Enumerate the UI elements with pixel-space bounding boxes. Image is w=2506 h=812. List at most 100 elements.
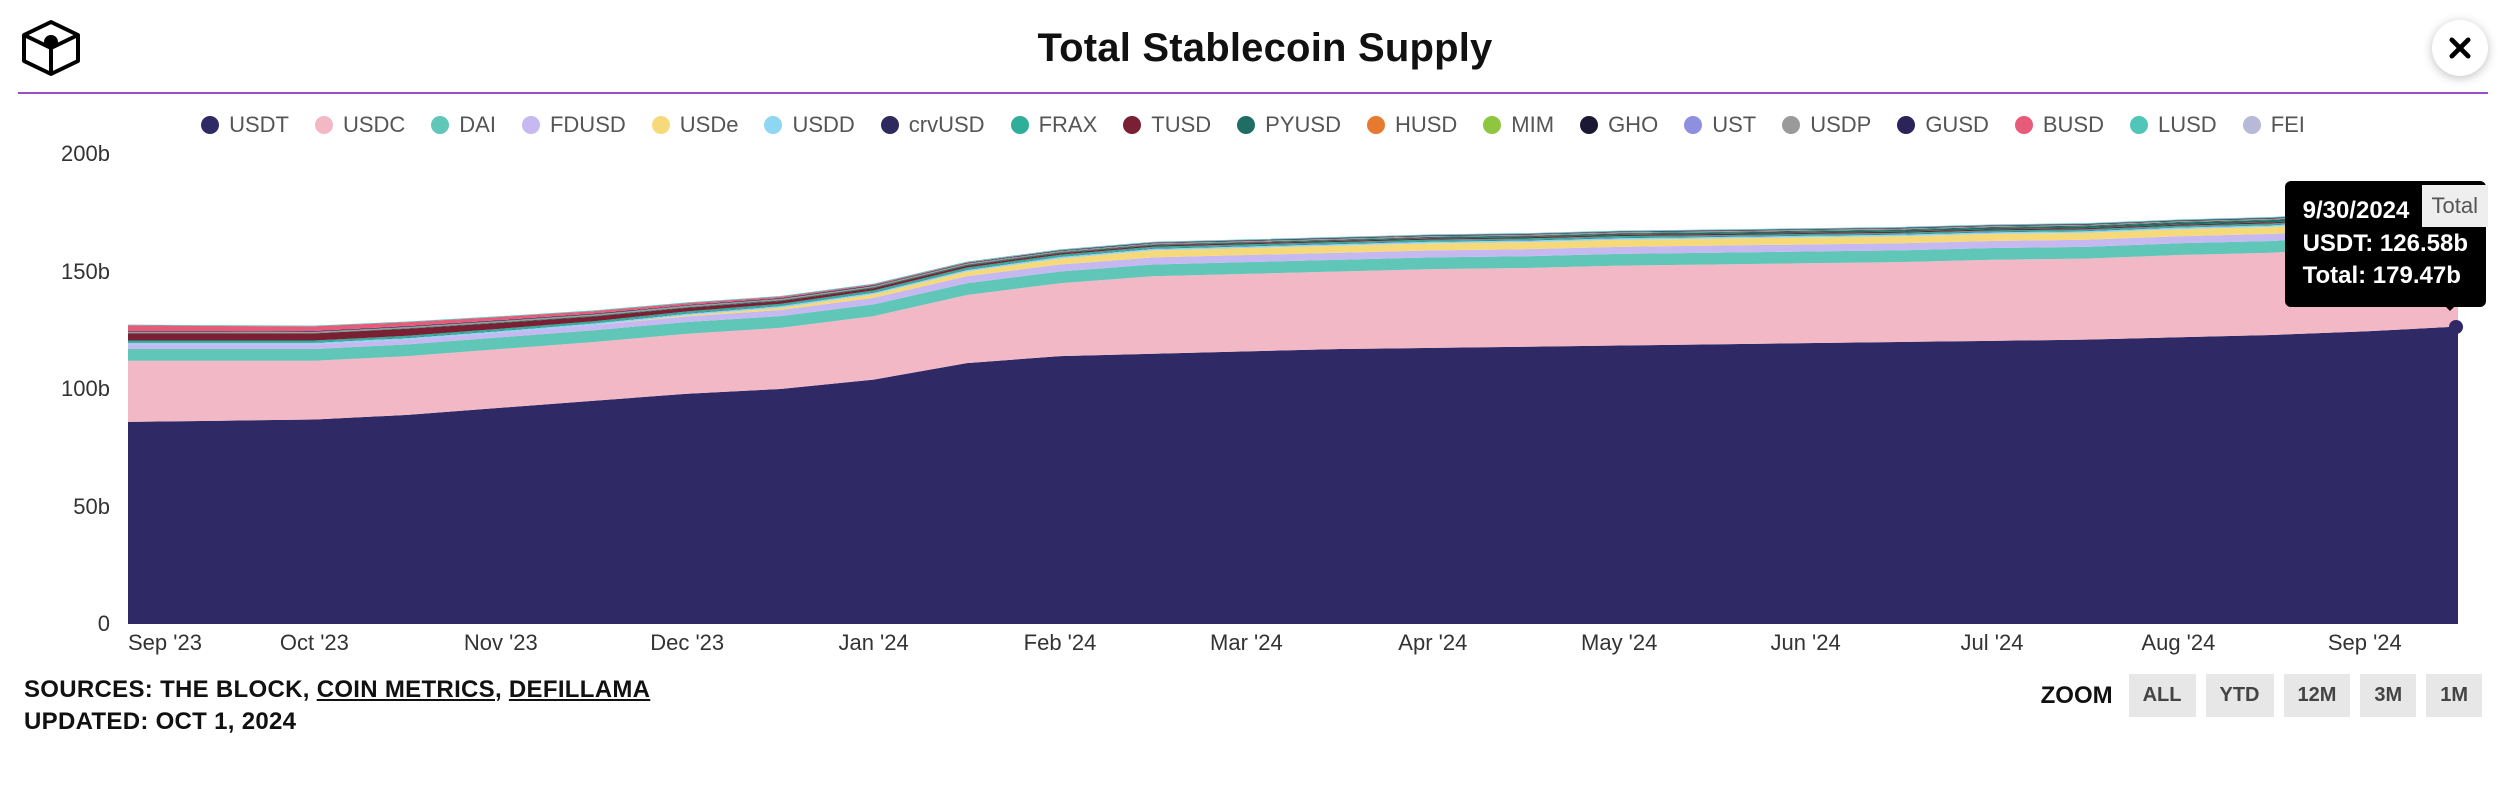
hover-marker (2449, 320, 2463, 334)
legend-item-usde[interactable]: USDe (652, 112, 739, 138)
series-side-label: Total (2422, 185, 2488, 227)
x-tick: Oct '23 (280, 630, 349, 656)
legend-label: DAI (459, 112, 496, 138)
legend-label: crvUSD (909, 112, 985, 138)
legend-item-pyusd[interactable]: PYUSD (1237, 112, 1341, 138)
x-tick: Jul '24 (1961, 630, 2024, 656)
legend-label: USDC (343, 112, 405, 138)
legend-label: GUSD (1925, 112, 1989, 138)
legend-item-mim[interactable]: MIM (1483, 112, 1554, 138)
y-tick: 200b (61, 141, 110, 167)
legend-swatch-icon (522, 116, 540, 134)
legend-label: GHO (1608, 112, 1658, 138)
chart-legend: USDT USDC DAI FDUSD USDe USDD crvUSD FRAX TUSD PY… (18, 104, 2488, 154)
source-static: THE BLOCK (160, 676, 303, 703)
x-tick: May '24 (1581, 630, 1657, 656)
y-tick: 150b (61, 259, 110, 285)
legend-item-usdt[interactable]: USDT (201, 112, 289, 138)
legend-swatch-icon (1123, 116, 1141, 134)
legend-item-fdusd[interactable]: FDUSD (522, 112, 626, 138)
legend-item-usdd[interactable]: USDD (764, 112, 854, 138)
legend-label: PYUSD (1265, 112, 1341, 138)
legend-label: USDT (229, 112, 289, 138)
sources-line: SOURCES: THE BLOCK, COIN METRICS, DEFILL… (24, 674, 650, 706)
legend-swatch-icon (1011, 116, 1029, 134)
updated-line: UPDATED: OCT 1, 2024 (24, 706, 650, 738)
legend-swatch-icon (2015, 116, 2033, 134)
y-axis: 050b100b150b200b (38, 154, 118, 624)
legend-label: HUSD (1395, 112, 1457, 138)
legend-item-crvusd[interactable]: crvUSD (881, 112, 985, 138)
legend-item-husd[interactable]: HUSD (1367, 112, 1457, 138)
source-link[interactable]: DEFILLAMA (509, 676, 650, 703)
legend-swatch-icon (1897, 116, 1915, 134)
zoom-controls: ZOOM ALLYTD12M3M1M (2041, 674, 2482, 717)
legend-item-gho[interactable]: GHO (1580, 112, 1658, 138)
legend-item-fei[interactable]: FEI (2243, 112, 2305, 138)
legend-label: FRAX (1039, 112, 1098, 138)
tooltip-total-line: Total: 179.47b (2303, 260, 2468, 292)
legend-item-dai[interactable]: DAI (431, 112, 496, 138)
zoom-button-all[interactable]: ALL (2129, 674, 2196, 717)
legend-swatch-icon (1237, 116, 1255, 134)
legend-label: USDe (680, 112, 739, 138)
close-button[interactable] (2432, 20, 2488, 76)
legend-item-lusd[interactable]: LUSD (2130, 112, 2217, 138)
chart-title: Total Stablecoin Supply (98, 26, 2432, 71)
x-axis: Sep '23 Oct '23 Nov '23 Dec '23 Jan '24 Feb '… (128, 624, 2458, 664)
legend-label: UST (1712, 112, 1756, 138)
plot-area[interactable]: 9/30/2024USDT: 126.58bTotal: 179.47bTota… (128, 154, 2458, 624)
legend-swatch-icon (1483, 116, 1501, 134)
x-tick: Apr '24 (1398, 630, 1467, 656)
header-bar: Total Stablecoin Supply (18, 18, 2488, 94)
legend-item-usdp[interactable]: USDP (1782, 112, 1871, 138)
legend-swatch-icon (764, 116, 782, 134)
legend-label: MIM (1511, 112, 1554, 138)
x-tick: Jun '24 (1770, 630, 1840, 656)
x-tick: Feb '24 (1024, 630, 1097, 656)
legend-swatch-icon (1782, 116, 1800, 134)
y-tick: 0 (98, 611, 110, 637)
x-tick: Sep '23 (128, 630, 202, 656)
legend-item-usdc[interactable]: USDC (315, 112, 405, 138)
legend-swatch-icon (1580, 116, 1598, 134)
legend-item-ust[interactable]: UST (1684, 112, 1756, 138)
legend-label: FEI (2271, 112, 2305, 138)
legend-item-frax[interactable]: FRAX (1011, 112, 1098, 138)
source-link[interactable]: COIN METRICS (317, 676, 495, 703)
footer: SOURCES: THE BLOCK, COIN METRICS, DEFILL… (18, 674, 2488, 739)
cube-logo-icon (18, 18, 84, 78)
x-tick: Aug '24 (2141, 630, 2215, 656)
legend-label: LUSD (2158, 112, 2217, 138)
x-tick: Dec '23 (650, 630, 724, 656)
chart-region: 050b100b150b200b 9/30/2024USDT: 126.58bT… (38, 154, 2488, 664)
legend-label: USDP (1810, 112, 1871, 138)
legend-swatch-icon (1367, 116, 1385, 134)
legend-item-gusd[interactable]: GUSD (1897, 112, 1989, 138)
zoom-label: ZOOM (2041, 682, 2113, 710)
legend-swatch-icon (2130, 116, 2148, 134)
zoom-button-ytd[interactable]: YTD (2206, 674, 2274, 717)
legend-swatch-icon (201, 116, 219, 134)
legend-swatch-icon (431, 116, 449, 134)
legend-label: TUSD (1151, 112, 1211, 138)
brand-logo (18, 18, 98, 78)
zoom-button-3m[interactable]: 3M (2360, 674, 2416, 717)
zoom-button-1m[interactable]: 1M (2426, 674, 2482, 717)
legend-item-tusd[interactable]: TUSD (1123, 112, 1211, 138)
legend-item-busd[interactable]: BUSD (2015, 112, 2104, 138)
legend-label: FDUSD (550, 112, 626, 138)
legend-swatch-icon (315, 116, 333, 134)
x-tick: Jan '24 (838, 630, 908, 656)
x-tick: Mar '24 (1210, 630, 1283, 656)
close-icon (2446, 34, 2474, 62)
x-tick: Sep '24 (2328, 630, 2402, 656)
sources-block: SOURCES: THE BLOCK, COIN METRICS, DEFILL… (24, 674, 650, 739)
zoom-button-12m[interactable]: 12M (2284, 674, 2351, 717)
legend-swatch-icon (652, 116, 670, 134)
legend-label: BUSD (2043, 112, 2104, 138)
x-tick: Nov '23 (464, 630, 538, 656)
y-tick: 50b (73, 494, 110, 520)
tooltip-series-line: USDT: 126.58b (2303, 228, 2468, 260)
legend-swatch-icon (1684, 116, 1702, 134)
